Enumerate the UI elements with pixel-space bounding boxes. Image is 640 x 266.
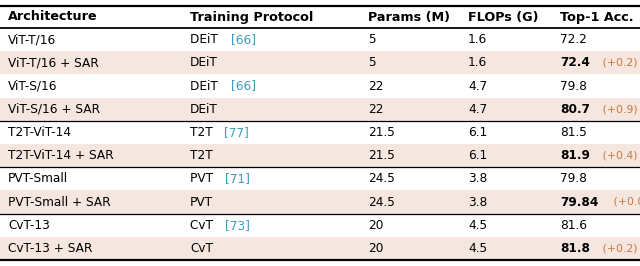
Text: PVT-Small: PVT-Small (8, 172, 68, 185)
Text: 79.8: 79.8 (560, 80, 587, 93)
Text: 21.5: 21.5 (368, 126, 395, 139)
Text: 1.6: 1.6 (468, 33, 487, 46)
Text: CvT: CvT (190, 242, 213, 255)
Bar (0, 237, 640, 260)
Text: T2T: T2T (190, 149, 212, 162)
Text: CvT-13: CvT-13 (8, 219, 50, 232)
Text: 4.7: 4.7 (468, 103, 487, 116)
Text: 81.8: 81.8 (560, 242, 590, 255)
Text: 79.8: 79.8 (560, 172, 587, 185)
Text: 5: 5 (368, 33, 376, 46)
Text: 79.84: 79.84 (560, 196, 598, 209)
Text: 3.8: 3.8 (468, 172, 487, 185)
Text: 4.5: 4.5 (468, 242, 487, 255)
Text: 22: 22 (368, 80, 383, 93)
Text: [66]: [66] (231, 80, 256, 93)
Text: [71]: [71] (225, 172, 250, 185)
Text: CvT-13 + SAR: CvT-13 + SAR (8, 242, 92, 255)
Text: DEiT: DEiT (190, 56, 218, 69)
Text: (+0.2): (+0.2) (598, 58, 637, 68)
Text: [77]: [77] (225, 126, 249, 139)
Text: (+0.04): (+0.04) (609, 197, 640, 207)
Text: Params (M): Params (M) (368, 10, 450, 23)
Text: DEiT: DEiT (190, 103, 218, 116)
Text: 4.7: 4.7 (468, 80, 487, 93)
Text: (+0.4): (+0.4) (598, 151, 637, 161)
Text: (+0.9): (+0.9) (598, 104, 637, 114)
Text: 3.8: 3.8 (468, 196, 487, 209)
Text: 1.6: 1.6 (468, 56, 487, 69)
Text: 21.5: 21.5 (368, 149, 395, 162)
Bar (0, 51, 640, 74)
Text: 80.7: 80.7 (560, 103, 590, 116)
Text: [73]: [73] (225, 219, 250, 232)
Bar (0, 98, 640, 121)
Text: 4.5: 4.5 (468, 219, 487, 232)
Text: ViT-S/16: ViT-S/16 (8, 80, 58, 93)
Text: 22: 22 (368, 103, 383, 116)
Text: Top-1 Acc.: Top-1 Acc. (560, 10, 634, 23)
Bar (0, 144, 640, 167)
Text: T2T-ViT-14 + SAR: T2T-ViT-14 + SAR (8, 149, 114, 162)
Text: T2T: T2T (190, 126, 216, 139)
Text: ViT-T/16 + SAR: ViT-T/16 + SAR (8, 56, 99, 69)
Text: [66]: [66] (231, 33, 256, 46)
Text: 24.5: 24.5 (368, 196, 395, 209)
Text: ViT-T/16: ViT-T/16 (8, 33, 56, 46)
Text: DEiT: DEiT (190, 33, 221, 46)
Text: DEiT: DEiT (190, 80, 221, 93)
Text: T2T-ViT-14: T2T-ViT-14 (8, 126, 71, 139)
Text: CvT: CvT (190, 219, 217, 232)
Text: Training Protocol: Training Protocol (190, 10, 314, 23)
Text: 81.9: 81.9 (560, 149, 590, 162)
Text: FLOPs (G): FLOPs (G) (468, 10, 538, 23)
Text: PVT-Small + SAR: PVT-Small + SAR (8, 196, 111, 209)
Text: 24.5: 24.5 (368, 172, 395, 185)
Bar (0, 190, 640, 214)
Text: 20: 20 (368, 242, 383, 255)
Text: 20: 20 (368, 219, 383, 232)
Text: 72.4: 72.4 (560, 56, 590, 69)
Text: 81.5: 81.5 (560, 126, 587, 139)
Text: Architecture: Architecture (8, 10, 98, 23)
Text: 81.6: 81.6 (560, 219, 587, 232)
Text: 6.1: 6.1 (468, 126, 487, 139)
Text: 72.2: 72.2 (560, 33, 587, 46)
Text: ViT-S/16 + SAR: ViT-S/16 + SAR (8, 103, 100, 116)
Text: PVT: PVT (190, 172, 217, 185)
Text: PVT: PVT (190, 196, 213, 209)
Text: 6.1: 6.1 (468, 149, 487, 162)
Text: 5: 5 (368, 56, 376, 69)
Text: (+0.2): (+0.2) (598, 243, 637, 253)
